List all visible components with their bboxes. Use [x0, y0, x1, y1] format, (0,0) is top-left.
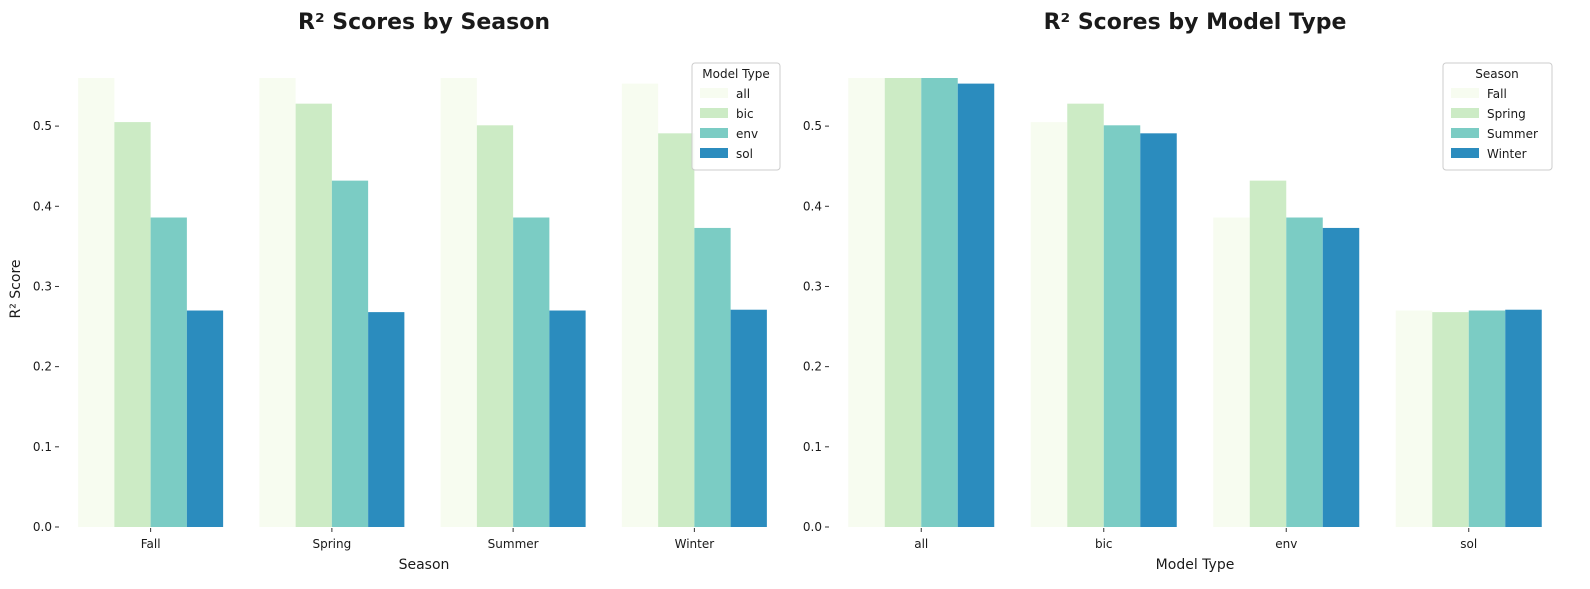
- legend-label: Winter: [1487, 147, 1527, 161]
- bar-summer-sol: [549, 310, 586, 527]
- bar-all-winter: [957, 83, 995, 528]
- y-tick-label: 0.2: [803, 360, 822, 374]
- chart-title: R² Scores by Season: [298, 10, 550, 35]
- legend-label: env: [736, 127, 758, 141]
- bar-all-summer: [921, 78, 958, 527]
- y-axis-label: R² Score: [8, 259, 24, 318]
- legend-swatch: [1451, 128, 1479, 138]
- legend-label: sol: [736, 147, 753, 161]
- bar-fall-bic: [114, 122, 151, 528]
- legend-swatch: [700, 128, 728, 138]
- bar-env-summer: [1286, 217, 1323, 527]
- x-tick-label: bic: [1095, 537, 1113, 551]
- legend-swatch: [1451, 148, 1479, 158]
- legend-label: Summer: [1487, 127, 1538, 141]
- y-tick-label: 0.3: [33, 279, 52, 293]
- bar-summer-bic: [476, 125, 514, 527]
- chart-title: R² Scores by Model Type: [1044, 10, 1347, 35]
- legend-title: Model Type: [702, 67, 769, 81]
- legend: Season Fall Spring Summer Winter: [1442, 62, 1553, 171]
- legend-label: Spring: [1487, 107, 1526, 121]
- bar-sol-summer: [1468, 310, 1506, 527]
- bar-sol-spring: [1432, 312, 1469, 527]
- y-axis-ticks: 0.0 0.1 0.2 0.3 0.4 0.5: [803, 119, 829, 534]
- x-tick-label: Summer: [488, 537, 539, 551]
- bar-fall-env: [150, 217, 187, 527]
- bar-sol-winter: [1505, 309, 1542, 527]
- legend-swatch: [1451, 108, 1479, 118]
- y-tick-label: 0.1: [33, 440, 52, 454]
- y-tick-label: 0.2: [33, 360, 52, 374]
- bar-winter-env: [694, 227, 731, 527]
- bar-spring-sol: [368, 312, 405, 527]
- legend-title: Season: [1475, 67, 1519, 81]
- y-tick-label: 0.5: [33, 119, 52, 133]
- x-axis-ticks: Fall Spring Summer Winter: [141, 528, 715, 551]
- legend-items: Fall Spring Summer Winter: [1451, 87, 1538, 161]
- x-tick-label: Winter: [675, 537, 715, 551]
- y-tick-label: 0.1: [803, 440, 822, 454]
- y-tick-label: 0.3: [803, 279, 822, 293]
- x-tick-label: all: [914, 537, 928, 551]
- bar-spring-bic: [295, 103, 332, 528]
- bar-bic-summer: [1103, 125, 1141, 527]
- bar-env-winter: [1322, 227, 1360, 527]
- bar-all-spring: [884, 78, 922, 527]
- x-tick-label: Fall: [141, 537, 161, 551]
- legend-swatch: [700, 108, 728, 118]
- x-tick-label: sol: [1460, 537, 1477, 551]
- y-tick-label: 0.4: [803, 199, 822, 213]
- bars: [78, 78, 767, 528]
- bars: [848, 78, 1542, 528]
- bar-spring-env: [331, 180, 369, 527]
- legend-label: bic: [736, 107, 754, 121]
- bar-summer-env: [513, 217, 550, 527]
- y-tick-label: 0.4: [33, 199, 52, 213]
- x-axis-label: Model Type: [1156, 557, 1235, 573]
- bar-bic-winter: [1140, 133, 1177, 527]
- legend-swatch: [1451, 88, 1479, 98]
- bar-spring-all: [259, 78, 296, 527]
- legend-swatch: [700, 88, 728, 98]
- legend-swatch: [700, 148, 728, 158]
- bar-bic-fall: [1030, 122, 1068, 528]
- bar-fall-sol: [186, 310, 224, 527]
- bar-sol-fall: [1395, 310, 1433, 527]
- y-tick-label: 0.5: [803, 119, 822, 133]
- y-axis-ticks: 0.0 0.1 0.2 0.3 0.4 0.5: [33, 119, 59, 534]
- bar-winter-sol: [730, 309, 767, 527]
- x-tick-label: env: [1275, 537, 1297, 551]
- y-tick-label: 0.0: [803, 520, 822, 534]
- x-tick-label: Spring: [313, 537, 352, 551]
- legend-label: all: [736, 87, 750, 101]
- bar-winter-all: [621, 83, 659, 528]
- y-tick-label: 0.0: [33, 520, 52, 534]
- bar-fall-all: [78, 78, 115, 527]
- bar-env-fall: [1213, 217, 1250, 527]
- bar-winter-bic: [658, 133, 695, 527]
- x-axis-ticks: all bic env sol: [914, 528, 1477, 551]
- legend-label: Fall: [1487, 87, 1507, 101]
- legend-items: all bic env sol: [700, 87, 758, 161]
- bar-env-spring: [1249, 180, 1287, 527]
- legend: Model Type all bic env sol: [691, 62, 781, 171]
- bar-summer-all: [440, 78, 477, 527]
- bar-all-fall: [848, 78, 885, 527]
- chart-r2-by-season: R² Scores by Season Season R² Score 0.00…: [8, 10, 781, 573]
- x-axis-label: Season: [399, 557, 450, 573]
- bar-bic-spring: [1067, 103, 1104, 528]
- chart-r2-by-model-type: R² Scores by Model Type Model Type 0.00.…: [803, 10, 1553, 573]
